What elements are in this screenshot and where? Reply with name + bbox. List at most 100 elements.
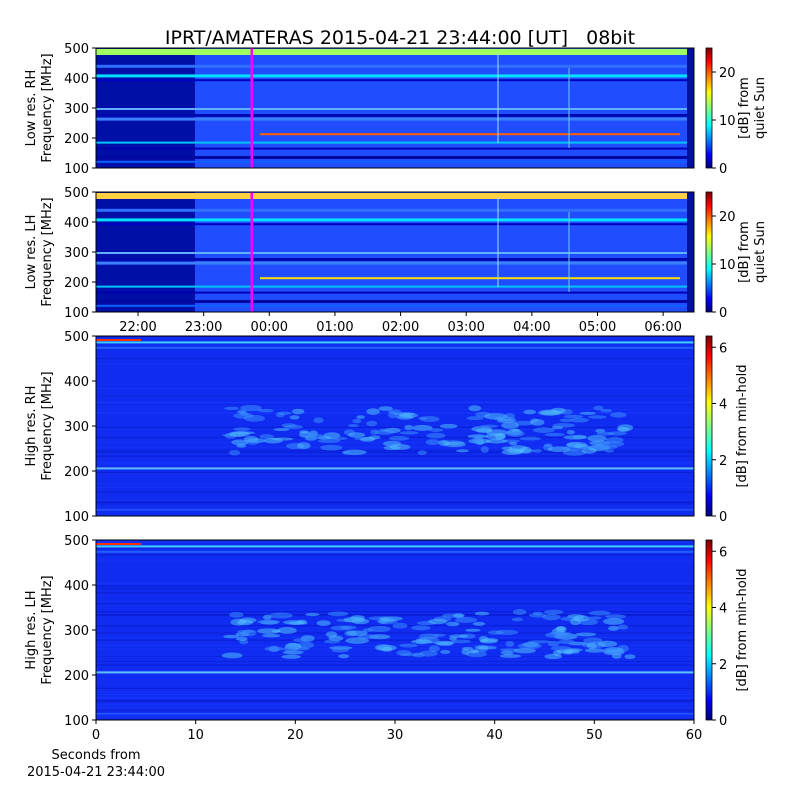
band [96,252,687,254]
streak [96,696,694,698]
x-tick-label: 06:00 [644,320,681,335]
streak [96,636,694,638]
blob [468,405,482,412]
band [96,346,694,349]
band [96,261,687,265]
streak [96,541,694,543]
blob [262,633,281,638]
blob [485,438,508,444]
blob [506,430,525,437]
blob [485,429,508,436]
blob [514,420,534,426]
blob [450,639,471,644]
y-tick-label: 400 [64,216,89,231]
colorbar-tick-label: 6 [719,545,727,560]
streak [96,699,694,701]
streak [96,655,694,657]
y-tick-label: 500 [64,534,89,549]
blob [476,645,497,650]
streak [96,603,694,605]
blob [563,650,574,655]
blob [223,634,240,639]
y-tick-label: 500 [64,186,89,201]
streak [96,500,694,502]
blob [563,435,587,440]
streak [96,670,694,672]
blob [587,434,607,442]
y-tick-label: 200 [64,465,89,480]
spectrogram-image [96,540,694,720]
blob [555,626,567,633]
blob [327,611,349,617]
band [96,108,687,110]
blob [505,413,515,419]
blob [474,611,490,616]
y-tick-label: 500 [64,330,89,345]
right-strip [687,192,694,312]
hot-band [260,133,680,136]
blob [368,435,381,440]
colorbar [705,191,713,313]
blob [420,415,440,423]
band [96,74,687,78]
y-tick-label: 300 [64,420,89,435]
streak [96,710,694,712]
blob [465,628,481,632]
colorbar-tick-label: 2 [719,454,727,469]
colorbar-tick-label: 10 [719,258,736,273]
spectrogram-image [96,336,694,516]
streak [96,614,694,616]
blob [480,424,499,428]
y-tick-label: 400 [64,375,89,390]
spectrogram-image [96,192,694,312]
hot-strip [96,543,141,545]
blob [454,617,478,623]
blob [428,428,443,432]
blob [542,613,561,621]
blob [232,431,255,435]
blob [352,418,362,424]
blob [584,648,605,653]
y-axis-label: High res. RH [24,386,39,467]
y-axis-label: Frequency [MHz] [40,371,55,480]
colorbar-tick-label: 10 [719,114,736,129]
background [96,540,694,720]
blob [288,621,308,625]
streak [96,505,694,507]
blob [237,410,247,414]
blob [543,609,564,615]
x-tick-label: 04:00 [513,320,550,335]
blob [466,416,484,421]
blob [281,654,301,659]
blob [257,619,281,625]
blob [316,620,331,626]
x-tick-label: 60 [686,728,703,743]
blob [569,618,581,626]
blob [332,436,348,440]
blob [293,638,308,643]
blob [588,415,607,419]
y-tick-label: 300 [64,624,89,639]
blob [436,641,453,646]
blob [605,449,614,453]
streak [96,661,694,663]
blob [411,625,431,631]
blob [608,625,619,631]
blob [532,427,555,434]
streak [96,582,694,584]
blob [596,431,615,436]
y-tick-label: 100 [64,510,89,525]
streak [96,664,694,666]
blob [501,422,520,429]
blob [305,612,320,617]
blob [513,648,536,654]
band [96,141,687,144]
blob [263,437,283,444]
blob [379,616,403,621]
blob [528,613,547,618]
blob [433,633,446,637]
band [96,208,687,212]
blob [331,647,349,653]
streak [96,450,694,452]
blob [378,406,393,411]
